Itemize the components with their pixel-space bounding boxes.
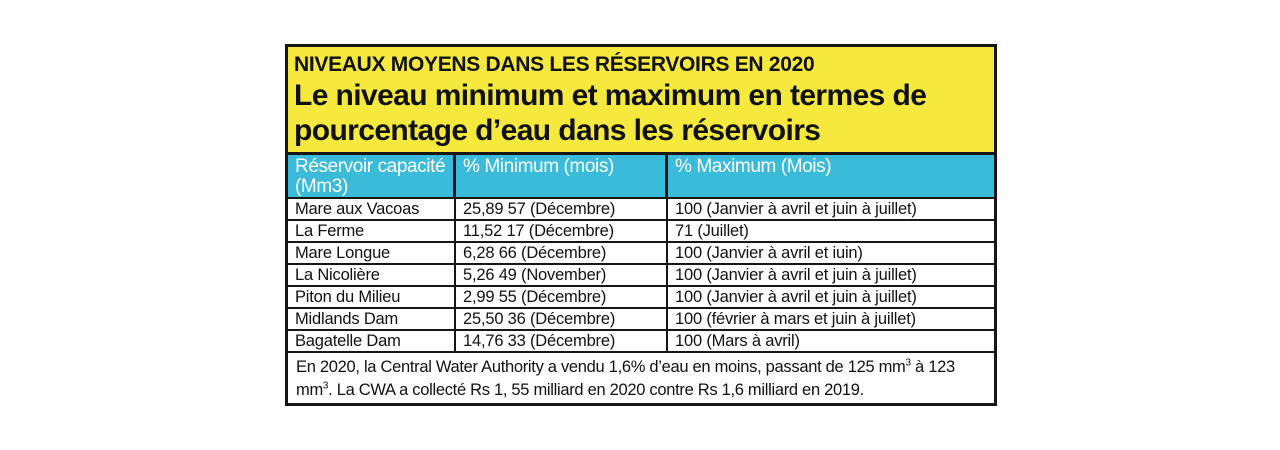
cell-maximum: 100 (Janvier à avril et juin à juillet): [675, 200, 917, 218]
table-row: La Ferme 11,52 17 (Décembre) 71 (Juillet…: [288, 221, 994, 243]
cell-reservoir: Piton du Milieu: [288, 287, 456, 307]
table-row: Mare aux Vacoas 25,89 57 (Décembre) 100 …: [288, 199, 994, 221]
cell-maximum: 100 (février à mars et juin à juillet): [675, 310, 916, 328]
table-body: Mare aux Vacoas 25,89 57 (Décembre) 100 …: [288, 199, 994, 353]
kicker-text: NIVEAUX MOYENS DANS LES RÉSERVOIRS EN 20…: [294, 53, 815, 76]
headline-box: NIVEAUX MOYENS DANS LES RÉSERVOIRS EN 20…: [288, 47, 994, 155]
cell-minimum: 25,89 57 (Décembre): [456, 199, 668, 219]
cell-minimum: 6,28 66 (Décembre): [456, 243, 668, 263]
reservoir-infographic: NIVEAUX MOYENS DANS LES RÉSERVOIRS EN 20…: [285, 44, 997, 406]
table-row: Mare Longue 6,28 66 (Décembre) 100 (Janv…: [288, 243, 994, 265]
column-header-row: Réservoir capacité (Mm3) % Minimum (mois…: [288, 155, 994, 199]
cell-reservoir: Midlands Dam: [288, 309, 456, 329]
headline-line-2: pourcentage d’eau dans les réservoirs: [294, 114, 821, 147]
column-header-maximum: % Maximum (Mois): [675, 156, 832, 177]
cell-maximum: 71 (Juillet): [675, 222, 749, 240]
cell-maximum: 100 (Janvier à avril et iuin): [675, 244, 863, 262]
cell-reservoir: Mare Longue: [288, 243, 456, 263]
cell-reservoir: Mare aux Vacoas: [288, 199, 456, 219]
table-row: Bagatelle Dam 14,76 33 (Décembre) 100 (M…: [288, 331, 994, 353]
footnote-text: à 123 mm: [296, 358, 955, 399]
footnote-superscript: 3: [905, 357, 912, 369]
footnote-text: . La CWA a collecté Rs 1, 55 milliard en…: [328, 381, 864, 399]
cell-minimum: 25,50 36 (Décembre): [456, 309, 668, 329]
footnote-text: En 2020, la Central Water Authority a ve…: [296, 358, 906, 376]
cell-reservoir: Bagatelle Dam: [288, 331, 456, 351]
table-row: La Nicolière 5,26 49 (November) 100 (Jan…: [288, 265, 994, 287]
cell-minimum: 11,52 17 (Décembre): [456, 221, 668, 241]
column-header-reservoir: Réservoir capacité (Mm3): [288, 155, 456, 197]
cell-maximum: 100 (Janvier à avril et juin à juillet): [675, 266, 917, 284]
cell-minimum: 5,26 49 (November): [456, 265, 668, 285]
cell-minimum: 2,99 55 (Décembre): [456, 287, 668, 307]
cell-reservoir: La Ferme: [288, 221, 456, 241]
table-row: Midlands Dam 25,50 36 (Décembre) 100 (fé…: [288, 309, 994, 331]
footnote: En 2020, la Central Water Authority a ve…: [288, 353, 994, 403]
table-row: Piton du Milieu 2,99 55 (Décembre) 100 (…: [288, 287, 994, 309]
cell-reservoir: La Nicolière: [288, 265, 456, 285]
footnote-superscript: 3: [322, 380, 329, 392]
column-header-minimum: % Minimum (mois): [456, 155, 668, 197]
cell-maximum: 100 (Janvier à avril et juin à juillet): [675, 288, 917, 306]
headline-line-1: Le niveau minimum et maximum en termes d…: [294, 79, 927, 112]
cell-minimum: 14,76 33 (Décembre): [456, 331, 668, 351]
cell-maximum: 100 (Mars à avril): [675, 332, 800, 350]
